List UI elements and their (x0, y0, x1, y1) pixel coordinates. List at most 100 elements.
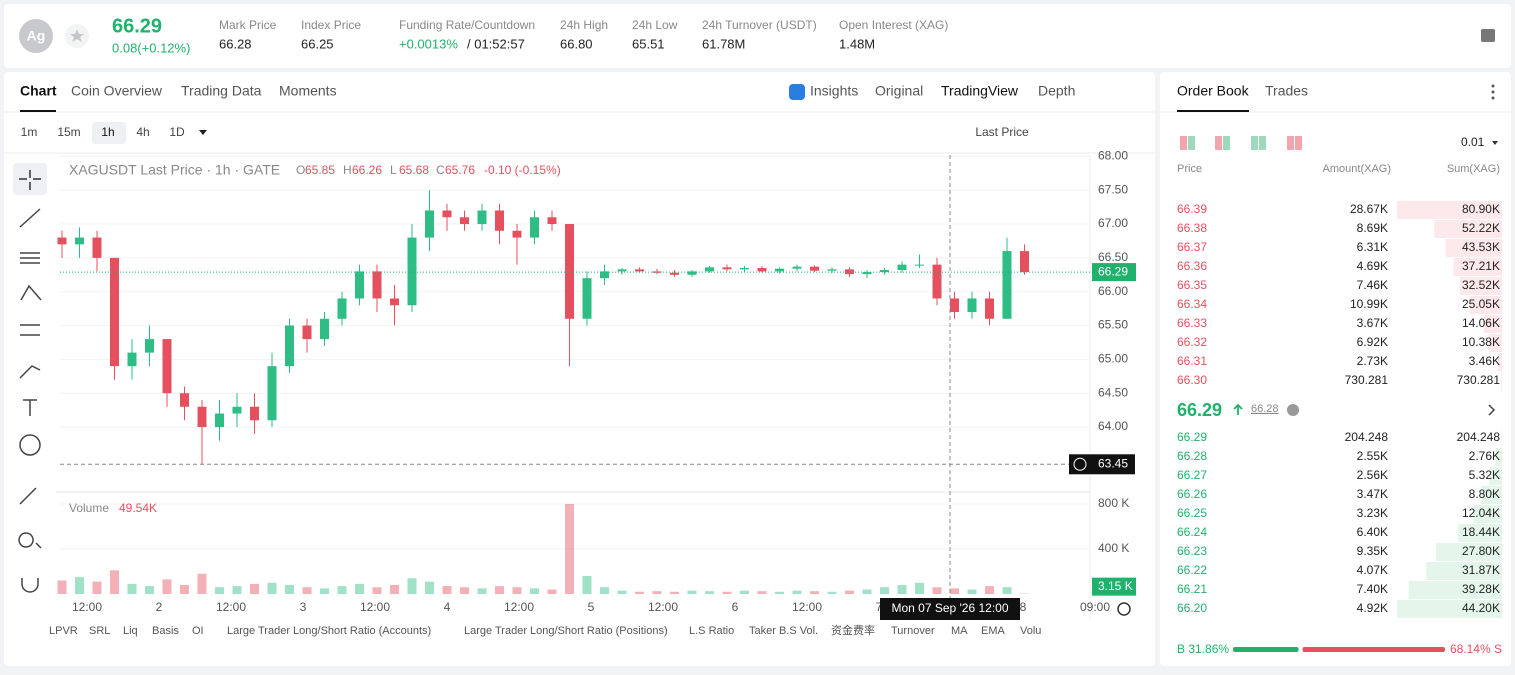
book-price[interactable]: 66.26 (1177, 487, 1207, 501)
book-amount: 2.56K (1357, 468, 1388, 482)
indicator-tab[interactable]: Large Trader Long/Short Ratio (Positions… (464, 625, 668, 637)
volume-bar (495, 586, 504, 594)
book-amount: 730.281 (1345, 373, 1389, 387)
interval-option[interactable]: 15m (57, 125, 80, 139)
view-tab[interactable]: Insights (810, 83, 858, 99)
indicator-tab[interactable]: 资金费率 (831, 623, 875, 637)
chart-tab[interactable]: Coin Overview (71, 83, 163, 99)
book-view-icon[interactable] (1251, 136, 1258, 150)
indicator-tab[interactable]: Turnover (891, 625, 935, 637)
view-tab[interactable]: Depth (1038, 83, 1075, 99)
book-view-icon (1295, 136, 1302, 150)
more-icon[interactable] (1492, 91, 1495, 94)
book-tab[interactable]: Trades (1265, 83, 1308, 99)
book-price[interactable]: 66.31 (1177, 354, 1207, 368)
book-price[interactable]: 66.27 (1177, 468, 1207, 482)
indicator-tab[interactable]: EMA (981, 625, 1006, 637)
book-price[interactable]: 66.24 (1177, 525, 1207, 539)
sell-ratio: 68.14% S (1450, 642, 1502, 656)
volume-bar (460, 587, 469, 594)
current-volume-label: 3.15 K (1098, 579, 1133, 593)
book-price[interactable]: 66.34 (1177, 297, 1207, 311)
stat-value: 66.80 (560, 36, 593, 51)
indicator-tab[interactable]: L.S Ratio (689, 625, 734, 637)
book-price[interactable]: 66.28 (1177, 449, 1207, 463)
chart-tab[interactable]: Chart (20, 83, 57, 99)
candle-body (723, 267, 732, 269)
book-price[interactable]: 66.21 (1177, 582, 1207, 596)
crosshair-tool[interactable] (13, 163, 47, 195)
volume-bar (880, 587, 889, 594)
indicator-tab[interactable]: Volu (1020, 625, 1041, 637)
stat-label: 24h Low (632, 18, 678, 32)
buy-bar (1233, 647, 1299, 652)
chart-tab[interactable]: Trading Data (181, 83, 262, 99)
candle-body (180, 393, 189, 407)
indicator-tab[interactable]: OI (192, 625, 204, 637)
book-price[interactable]: 66.38 (1177, 221, 1207, 235)
book-price[interactable]: 66.30 (1177, 373, 1207, 387)
candle-body (583, 278, 592, 319)
book-view-icon[interactable] (1215, 136, 1222, 150)
indicator-tab[interactable]: SRL (89, 625, 110, 637)
y-tick-label: 67.50 (1098, 182, 1128, 196)
book-view-icon[interactable] (1287, 136, 1294, 150)
chart-tab[interactable]: Moments (279, 83, 337, 99)
interval-option[interactable]: 1m (21, 125, 38, 139)
book-sum: 31.87K (1462, 563, 1500, 577)
book-price[interactable]: 66.35 (1177, 278, 1207, 292)
book-price[interactable]: 66.39 (1177, 202, 1207, 216)
book-amount: 7.46K (1357, 278, 1388, 292)
ohlc-value: 65.85 (305, 163, 335, 177)
candle-body (775, 269, 784, 272)
book-price[interactable]: 66.37 (1177, 240, 1207, 254)
price-type[interactable]: Last Price (975, 125, 1029, 139)
volume-bar (548, 590, 557, 595)
volume-bar (93, 582, 102, 594)
interval-option[interactable]: 4h (136, 125, 149, 139)
book-tab[interactable]: Order Book (1177, 83, 1250, 99)
view-tab[interactable]: TradingView (941, 83, 1019, 99)
indicator-tab[interactable]: Basis (152, 625, 179, 637)
ohlc-label: O (296, 163, 305, 177)
insights-icon (789, 84, 805, 100)
volume-bar (338, 586, 347, 594)
interval-option[interactable]: 1h (101, 125, 114, 139)
indicator-tab[interactable]: Taker B.S Vol. (749, 625, 818, 637)
book-amount: 2.55K (1357, 449, 1388, 463)
book-price[interactable]: 66.33 (1177, 316, 1207, 330)
x-tick-label: 12:00 (648, 600, 678, 614)
book-price[interactable]: 66.20 (1177, 601, 1207, 615)
book-view-icon[interactable] (1180, 136, 1187, 150)
coin-symbol: Ag (27, 28, 46, 44)
chart-symbol: XAGUSDT Last Price · 1h · GATE (69, 162, 280, 178)
book-sum: 18.44K (1462, 525, 1500, 539)
book-price[interactable]: 66.23 (1177, 544, 1207, 558)
book-sum: 80.90K (1462, 202, 1500, 216)
book-price[interactable]: 66.22 (1177, 563, 1207, 577)
indicator-tab[interactable]: Large Trader Long/Short Ratio (Accounts) (227, 625, 431, 637)
stat-label: Mark Price (219, 18, 277, 32)
candle-body (320, 319, 329, 339)
candle-body (495, 210, 504, 230)
book-price[interactable]: 66.36 (1177, 259, 1207, 273)
indicator-tab[interactable]: Liq (123, 625, 138, 637)
ohlc-label: C (436, 163, 445, 177)
volume-bar (1003, 587, 1012, 594)
crosshair-time-label: Mon 07 Sep '26 12:00 (891, 601, 1008, 615)
volume-bar (688, 591, 697, 594)
book-price[interactable]: 66.32 (1177, 335, 1207, 349)
precision-select[interactable]: 0.01 (1461, 135, 1485, 149)
layout-icon[interactable] (1481, 29, 1495, 42)
indicator-tab[interactable]: MA (951, 625, 968, 637)
ohlc-label: L (390, 163, 397, 177)
indicator-tab[interactable]: LPVR (49, 625, 78, 637)
x-tick-label: 3 (300, 600, 307, 614)
book-price[interactable]: 66.29 (1177, 430, 1207, 444)
book-price[interactable]: 66.25 (1177, 506, 1207, 520)
book-view-icon (1188, 136, 1195, 150)
interval-option[interactable]: 1D (169, 125, 185, 139)
stat-label: 24h High (560, 18, 608, 32)
view-tab[interactable]: Original (875, 83, 923, 99)
volume-bar (215, 587, 224, 594)
